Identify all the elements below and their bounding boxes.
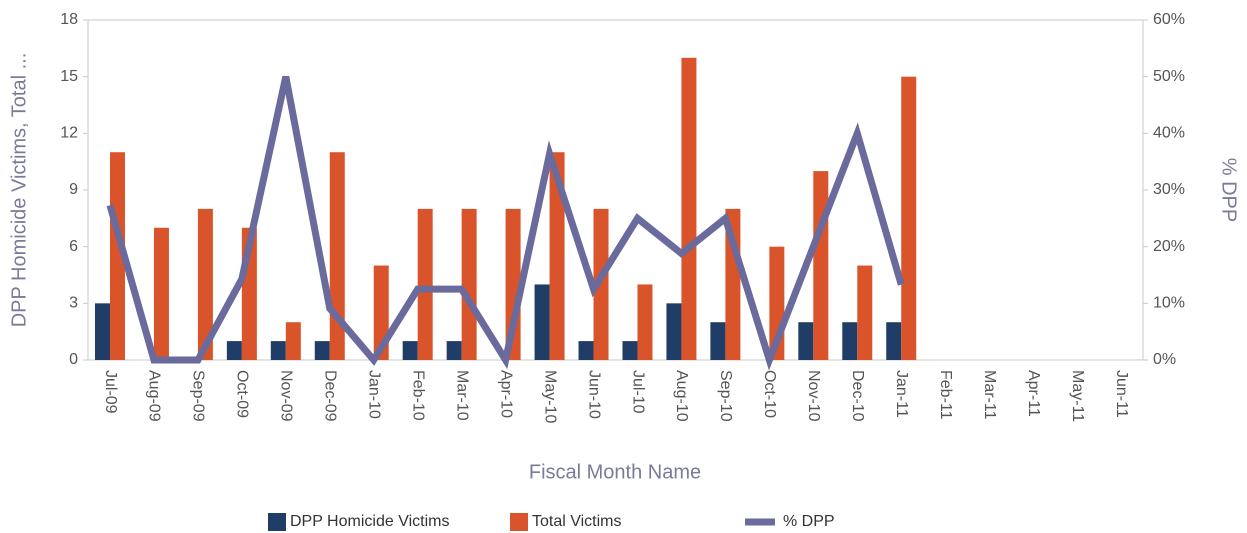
y-tick-label: 18 xyxy=(60,11,78,28)
x-tick-label: Jul-09 xyxy=(102,370,119,414)
x-tick-label: Apr-10 xyxy=(497,370,514,418)
x-tick-label: Apr-11 xyxy=(1025,370,1042,417)
y2-tick-label: 0% xyxy=(1153,351,1176,368)
bar xyxy=(798,322,814,360)
bar xyxy=(813,171,829,360)
x-tick-label: Oct-10 xyxy=(761,370,778,418)
x-tick-label: Jun-10 xyxy=(585,370,602,419)
bar xyxy=(901,76,917,361)
bar xyxy=(270,341,286,360)
legend-swatch xyxy=(268,513,286,531)
x-tick-label: Jul-10 xyxy=(629,370,646,414)
bar xyxy=(886,322,902,360)
y2-tick-label: 50% xyxy=(1153,68,1185,85)
bar xyxy=(710,322,726,360)
x-tick-label: Aug-09 xyxy=(146,370,163,422)
y-tick-label: 15 xyxy=(60,68,78,85)
legend-label: % DPP xyxy=(783,513,835,530)
x-tick-label: Mar-11 xyxy=(981,370,998,420)
y-tick-label: 3 xyxy=(69,295,78,312)
x-tick-label: Sep-09 xyxy=(190,370,207,422)
x-axis-title: Fiscal Month Name xyxy=(529,461,701,483)
x-tick-label: May-10 xyxy=(541,370,558,423)
x-tick-label: Jun-11 xyxy=(1113,370,1130,418)
bar xyxy=(285,322,301,360)
bar xyxy=(534,284,550,360)
y2-tick-label: 30% xyxy=(1153,181,1185,198)
x-tick-label: Feb-11 xyxy=(937,370,954,420)
x-tick-label: Jan-10 xyxy=(365,370,382,419)
bar xyxy=(549,152,565,360)
legend-swatch xyxy=(510,513,528,531)
x-tick-label: Aug-10 xyxy=(673,370,690,422)
y2-tick-label: 60% xyxy=(1153,11,1185,28)
bar xyxy=(153,227,169,360)
bar xyxy=(593,208,609,360)
x-tick-label: Jan-11 xyxy=(893,370,910,418)
bar xyxy=(842,322,858,360)
bar xyxy=(402,341,418,360)
legend-label: DPP Homicide Victims xyxy=(290,513,449,530)
x-tick-label: Nov-10 xyxy=(805,370,822,422)
legend-label: Total Victims xyxy=(532,513,622,530)
line xyxy=(106,75,905,371)
bar xyxy=(314,341,330,360)
bar xyxy=(329,152,345,360)
x-tick-label: May-11 xyxy=(1069,370,1086,422)
bar xyxy=(417,208,433,360)
x-tick-label: Dec-10 xyxy=(849,370,866,422)
bar xyxy=(622,341,638,360)
bar xyxy=(666,303,682,360)
bar xyxy=(109,152,125,360)
y2-tick-label: 10% xyxy=(1153,295,1185,312)
bar xyxy=(446,341,462,360)
x-tick-label: Mar-10 xyxy=(453,370,470,421)
x-tick-label: Sep-10 xyxy=(717,370,734,422)
bar xyxy=(94,303,110,360)
y-tick-label: 6 xyxy=(69,238,78,255)
bar xyxy=(197,208,213,360)
y-tick-label: 9 xyxy=(69,181,78,198)
y2-axis-title: % DPP xyxy=(1218,158,1240,222)
x-tick-label: Nov-09 xyxy=(278,370,295,422)
y2-tick-label: 20% xyxy=(1153,238,1185,255)
x-tick-label: Feb-10 xyxy=(409,370,426,421)
bar xyxy=(461,208,477,360)
x-tick-label: Dec-09 xyxy=(322,370,339,422)
y-tick-label: 12 xyxy=(60,125,78,142)
y-axis-title: DPP Homicide Victims, Total ... xyxy=(8,53,30,328)
y2-tick-label: 40% xyxy=(1153,125,1185,142)
bar xyxy=(681,57,697,361)
bar xyxy=(857,265,873,360)
x-tick-label: Oct-09 xyxy=(234,370,251,418)
y-tick-label: 0 xyxy=(69,351,78,368)
bar xyxy=(226,341,242,360)
bar xyxy=(637,284,653,360)
bar xyxy=(578,341,594,360)
